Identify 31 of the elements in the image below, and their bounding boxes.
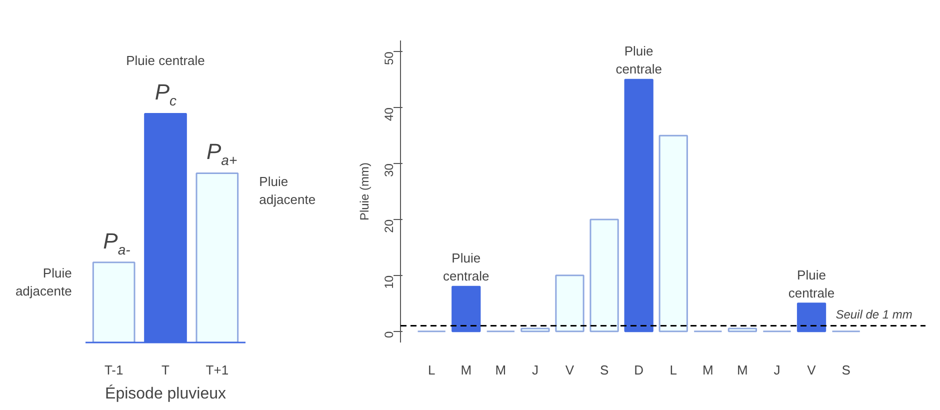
- y-tick-label: 50: [382, 51, 396, 66]
- x-tick-label: D: [634, 362, 644, 378]
- x-axis-title: Épisode pluvieux: [105, 384, 226, 402]
- x-tick-label: S: [842, 362, 851, 378]
- x-tick-label: J: [774, 362, 780, 378]
- x-tick-label: V: [565, 362, 574, 378]
- x-tick-label: J: [532, 362, 538, 378]
- x-tick-label: S: [600, 362, 609, 378]
- x-tick-label: L: [670, 362, 677, 378]
- y-tick-label: 20: [382, 219, 396, 233]
- x-tick-label: M: [702, 362, 714, 378]
- annotation: Pluie centrale: [443, 250, 490, 284]
- x-tick-label: V: [807, 362, 816, 378]
- ref-line-label: Seuil de 1 mm: [836, 308, 912, 322]
- x-tick-label: T: [162, 362, 170, 378]
- x-tick-label: T-1: [104, 362, 124, 378]
- x-tick-label: T+1: [206, 362, 229, 378]
- y-tick-label: 0: [382, 330, 396, 338]
- x-tick-label: M: [495, 362, 506, 378]
- y-tick-label: 10: [382, 275, 396, 289]
- y-tick-label: 40: [382, 107, 396, 121]
- x-tick-label: L: [428, 362, 436, 378]
- text: Pluie centrale: [126, 52, 205, 68]
- x-tick-label: M: [737, 362, 748, 378]
- y-axis-title: Pluie (mm): [358, 162, 372, 220]
- annotation: Pluie centrale: [788, 267, 835, 300]
- annotation: Pluie centrale: [616, 44, 662, 77]
- text: Pluie adjacente: [15, 265, 72, 298]
- text: Pluie adjacente: [259, 174, 316, 208]
- y-tick-label: 30: [382, 163, 396, 177]
- x-tick-label: M: [460, 362, 472, 378]
